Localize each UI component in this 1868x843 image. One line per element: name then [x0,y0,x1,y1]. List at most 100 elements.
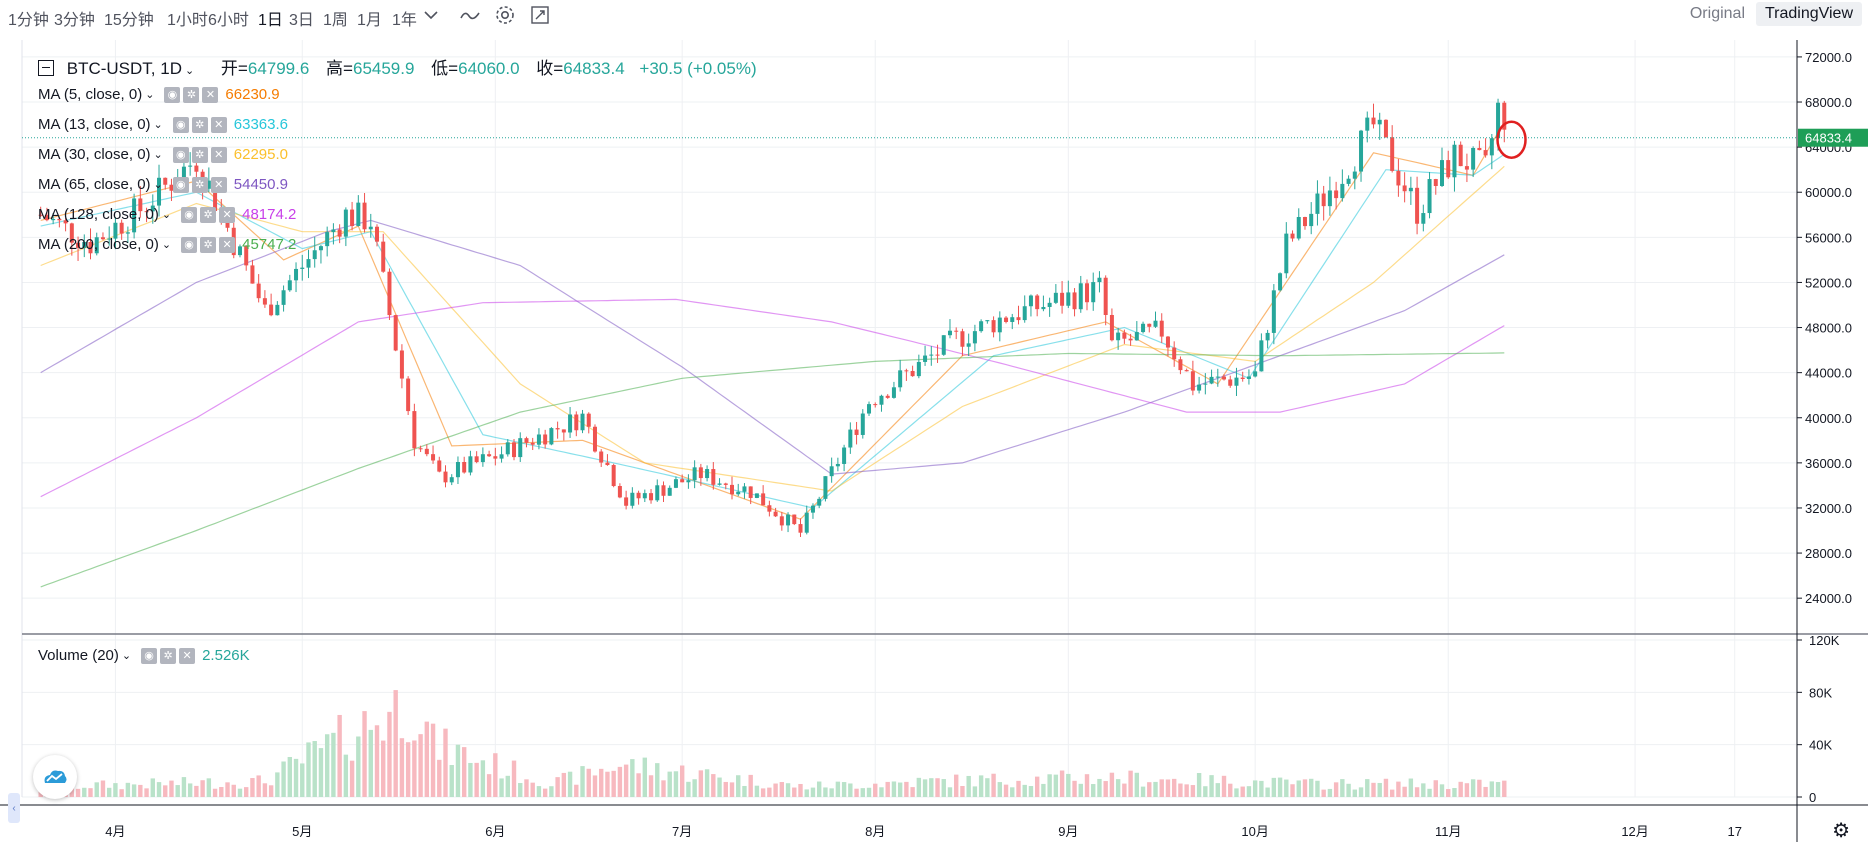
chevron-down-icon[interactable]: ⌄ [161,239,172,251]
low-label: 低= [431,59,459,78]
volume-bar [343,754,349,797]
volume-bar [891,781,897,797]
volume-bar [293,758,299,797]
close-icon[interactable]: ✕ [219,236,236,253]
last-price-badge [1798,128,1868,147]
chevron-down-icon[interactable]: ⌄ [161,209,172,221]
volume-bar [1315,780,1320,797]
y-tick-label: 68000.0 [1805,95,1852,110]
volume-bar [910,787,915,797]
volume-bar [580,766,585,797]
volume-bar [1016,780,1021,797]
indicator-controls: ◉ ✲ ✕ [172,176,230,193]
visibility-icon[interactable]: ◉ [172,176,189,193]
visibility-icon[interactable]: ◉ [181,236,198,253]
volume-bar [823,787,828,797]
interval-0[interactable]: 1分钟 [8,12,49,29]
candle-body [1340,183,1345,199]
volume-bar [561,772,567,797]
settings-icon[interactable]: ✲ [191,176,208,193]
volume-bar [1034,776,1040,797]
chart-style-icon[interactable] [459,4,481,26]
visibility-icon[interactable]: ◉ [172,116,189,133]
chevron-down-icon[interactable]: ⌄ [153,119,163,131]
interval-8[interactable]: 1月 [357,12,382,29]
y-tick-label: 72000.0 [1805,50,1852,65]
settings-icon[interactable]: ✲ [200,236,217,253]
close-icon[interactable]: ✕ [179,647,196,664]
interval-2[interactable]: 15分钟 [104,12,154,29]
ma-label[interactable]: MA (128, close, 0) [38,206,159,223]
view-tradingview-button[interactable]: TradingView [1755,2,1862,26]
candle-body [1496,102,1501,139]
tradingview-logo-button[interactable] [33,755,77,799]
chevron-down-icon[interactable]: ⌄ [145,89,155,101]
volume-bar [630,759,635,797]
volume-bar [418,734,423,797]
visibility-icon[interactable]: ◉ [181,206,198,223]
interval-4[interactable]: 6小时 [208,12,249,29]
settings-icon[interactable]: ✲ [183,86,200,103]
volume-bar [1389,789,1395,797]
visibility-icon[interactable]: ◉ [172,146,189,163]
chevron-down-icon[interactable] [420,4,442,26]
settings-icon[interactable]: ✲ [191,116,208,133]
candle-body [337,229,342,237]
chevron-down-icon[interactable]: ⌄ [184,65,195,77]
visibility-icon[interactable]: ◉ [164,86,181,103]
range-selector[interactable]: 1年 [392,12,417,29]
close-icon[interactable]: ✕ [210,176,227,193]
candle-body [1427,179,1432,214]
fullscreen-icon[interactable] [529,4,551,26]
candle-body [412,411,417,449]
volume-bar [1252,780,1258,797]
volume-label[interactable]: Volume (20) [38,647,119,664]
volume-bar [935,778,940,797]
candle-body [941,335,946,355]
ma-label[interactable]: MA (13, close, 0) [38,116,151,133]
candle-body [1035,295,1040,310]
volume-bar [1153,781,1158,797]
settings-icon[interactable]: ✲ [200,206,217,223]
ma-label[interactable]: MA (30, close, 0) [38,146,151,163]
volume-bar [985,778,990,797]
chevron-down-icon[interactable]: ⌄ [153,179,163,191]
chevron-down-icon[interactable]: ⌄ [153,149,163,161]
candle-body [144,211,149,213]
interval-5[interactable]: 1日 [258,12,283,29]
settings-icon[interactable] [494,4,516,26]
settings-icon[interactable]: ✲ [191,146,208,163]
candle-body [1116,332,1121,341]
symbol-name[interactable]: BTC-USDT, 1D [66,59,182,78]
view-original-button[interactable]: Original [1689,5,1745,22]
interval-7[interactable]: 1周 [323,12,348,29]
ma-label[interactable]: MA (5, close, 0) [38,86,143,103]
close-icon[interactable]: ✕ [202,86,219,103]
interval-1[interactable]: 3分钟 [54,12,95,29]
candle-body [736,491,741,495]
collapse-legend-icon[interactable] [38,60,54,76]
interval-6[interactable]: 3日 [289,12,314,29]
volume-bar [169,780,174,797]
ma-label[interactable]: MA (65, close, 0) [38,176,151,193]
settings-icon[interactable]: ✲ [160,647,177,664]
volume-bar [144,788,149,797]
ma-value: 62295.0 [233,146,288,163]
volume-bar [929,778,934,797]
interval-3[interactable]: 1小时 [167,12,208,29]
candle-body [51,218,56,221]
ma-line [40,121,1505,520]
close-icon[interactable]: ✕ [219,206,236,223]
visibility-icon[interactable]: ◉ [141,647,158,664]
ma-label[interactable]: MA (200, close, 0) [38,236,159,253]
settings-icon[interactable]: ⚙ [1832,820,1850,842]
volume-bar [686,781,691,797]
close-icon[interactable]: ✕ [210,146,227,163]
close-label: 收= [536,59,564,78]
volume-bar [206,778,212,797]
volume-bar [754,785,760,797]
close-icon[interactable]: ✕ [210,116,227,133]
chevron-down-icon[interactable]: ⌄ [121,650,132,662]
scroll-left-handle[interactable]: ‹ [8,793,20,823]
